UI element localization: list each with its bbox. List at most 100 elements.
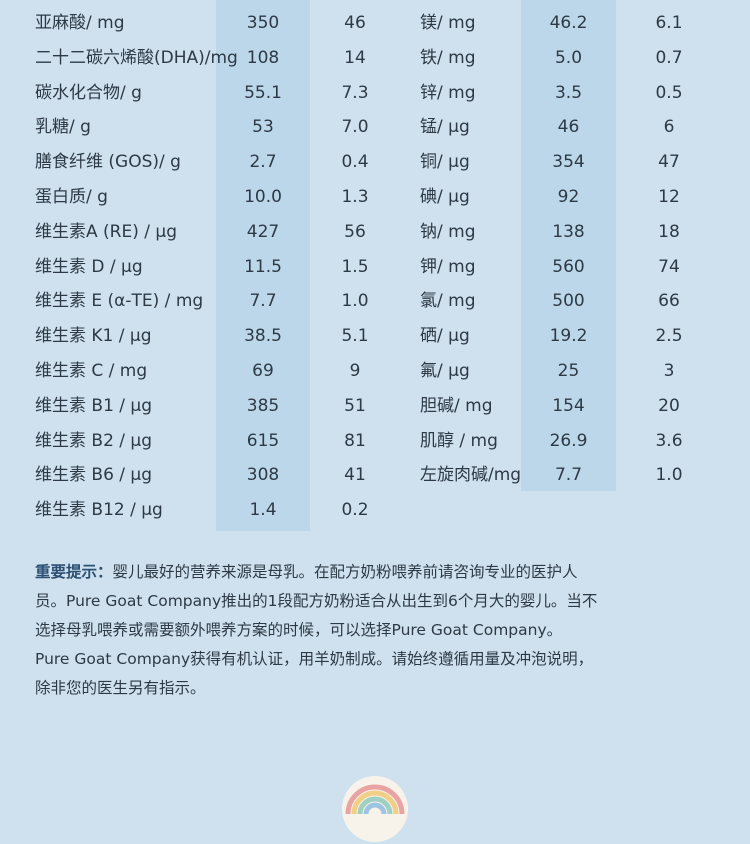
nutrient-name: 钾/ mg <box>420 256 476 277</box>
notice-line-1: 重要提示：婴儿最好的营养来源是母乳。在配方奶粉喂养前请咨询专业的医护人 <box>35 558 695 587</box>
value-per-100g: 7.7 <box>554 465 583 486</box>
nutrient-name: 维生素 B12 / μg <box>35 500 163 521</box>
value-per-100ml: 12 <box>658 187 680 207</box>
value-per-100ml: 66 <box>658 291 680 312</box>
value-per-100g: 500 <box>552 291 585 312</box>
value-per-100ml: 74 <box>658 256 680 277</box>
value-per-100g: 427 <box>246 221 280 242</box>
table-row: 维生素 B1 / μg 385 51 胆碱/ mg 154 20 <box>0 389 750 423</box>
value-per-100g: 92 <box>557 187 580 207</box>
right-value-column-band <box>521 0 616 491</box>
nutrient-name: 维生素 B1 / μg <box>35 395 153 416</box>
value-per-100g: 3.5 <box>554 82 583 103</box>
nutrient-name: 硒/ μg <box>420 326 470 347</box>
table-row: 蛋白质/ g 10.0 1.3 碘/ μg 92 12 <box>0 180 750 214</box>
table-row: 碳水化合物/ g 55.1 7.3 锌/ mg 3.5 0.5 <box>0 76 750 110</box>
value-per-100g: 46.2 <box>549 13 588 33</box>
value-per-100g: 38.5 <box>244 326 282 347</box>
value-per-100g: 7.7 <box>249 291 277 312</box>
notice-label: 重要提示： <box>35 563 113 581</box>
value-per-100ml: 3 <box>663 361 675 381</box>
table-row: 维生素 B12 / μg 1.4 0.2 <box>0 493 750 527</box>
value-per-100ml: 14 <box>344 47 366 68</box>
value-per-100ml: 20 <box>658 395 680 416</box>
nutrient-name: 蛋白质/ g <box>35 187 108 207</box>
nutrient-name: 维生素 C / mg <box>35 361 148 381</box>
notice-line-4: Pure Goat Company获得有机认证，用羊奶制成。请始终遵循用量及冲泡… <box>35 650 594 668</box>
table-row: 维生素 K1 / μg 38.5 5.1 硒/ μg 19.2 2.5 <box>0 319 750 353</box>
table-row: 亚麻酸/ mg 350 46 镁/ mg 46.2 6.1 <box>0 6 750 40</box>
notice-line-2: 员。Pure Goat Company推出的1段配方奶粉适合从出生到6个月大的婴… <box>35 592 598 610</box>
nutrient-name: 铁/ mg <box>420 47 476 68</box>
nutrient-name: 维生素 E (α-TE) / mg <box>35 291 204 312</box>
value-per-100g: 560 <box>552 256 585 277</box>
nutrient-name: 镁/ mg <box>420 13 476 33</box>
value-per-100ml: 3.6 <box>655 430 683 451</box>
value-per-100ml: 6.1 <box>655 13 683 33</box>
value-per-100ml: 2.5 <box>655 326 683 347</box>
nutrient-name: 二十二碳六烯酸(DHA)/mg <box>35 47 238 68</box>
nutrient-name: 锰/ μg <box>420 117 470 138</box>
value-per-100g: 154 <box>552 395 585 416</box>
nutrient-name: 氯/ mg <box>420 291 476 312</box>
nutrient-name: 维生素 K1 / μg <box>35 326 152 347</box>
value-per-100g: 53 <box>252 117 274 138</box>
left-value-column-band <box>216 0 310 531</box>
value-per-100g: 46 <box>557 117 580 138</box>
nutrient-name: 铜/ μg <box>420 152 470 173</box>
value-per-100ml: 1.3 <box>341 187 369 207</box>
value-per-100ml: 1.5 <box>341 256 369 277</box>
value-per-100g: 55.1 <box>244 82 282 103</box>
value-per-100g: 19.2 <box>549 326 588 347</box>
value-per-100g: 2.7 <box>249 152 277 173</box>
value-per-100ml: 0.2 <box>341 500 369 521</box>
value-per-100ml: 0.4 <box>341 152 369 173</box>
value-per-100ml: 9 <box>349 361 361 381</box>
value-per-100ml: 81 <box>344 430 366 451</box>
table-row: 维生素 D / μg 11.5 1.5 钾/ mg 560 74 <box>0 250 750 284</box>
value-per-100ml: 0.7 <box>655 47 683 68</box>
nutrient-name: 钠/ mg <box>420 221 476 242</box>
value-per-100g: 108 <box>246 47 280 68</box>
value-per-100g: 10.0 <box>244 187 282 207</box>
notice-line-3: 选择母乳喂养或需要额外喂养方案的时候，可以选择Pure Goat Company… <box>35 621 563 639</box>
value-per-100g: 25 <box>557 361 580 381</box>
table-row: 膳食纤维 (GOS)/ g 2.7 0.4 铜/ μg 354 47 <box>0 145 750 179</box>
value-per-100ml: 56 <box>344 221 366 242</box>
table-row: 维生素 E (α-TE) / mg 7.7 1.0 氯/ mg 500 66 <box>0 284 750 318</box>
nutrient-name: 碘/ μg <box>420 187 470 207</box>
nutrient-name: 维生素 D / μg <box>35 256 143 277</box>
value-per-100ml: 18 <box>658 221 680 242</box>
table-row: 二十二碳六烯酸(DHA)/mg 108 14 铁/ mg 5.0 0.7 <box>0 41 750 75</box>
value-per-100ml: 0.5 <box>655 82 683 103</box>
value-per-100g: 138 <box>552 221 585 242</box>
value-per-100g: 1.4 <box>249 500 277 521</box>
nutrient-name: 亚麻酸/ mg <box>35 13 125 33</box>
rainbow-logo-icon <box>342 776 408 842</box>
value-per-100g: 11.5 <box>244 256 282 277</box>
value-per-100g: 308 <box>246 465 280 486</box>
value-per-100g: 385 <box>246 395 280 416</box>
value-per-100ml: 5.1 <box>341 326 369 347</box>
value-per-100g: 615 <box>246 430 280 451</box>
table-row: 维生素 C / mg 69 9 氟/ μg 25 3 <box>0 354 750 388</box>
value-per-100g: 26.9 <box>549 430 588 451</box>
notice-line-5: 除非您的医生另有指示。 <box>35 679 206 697</box>
value-per-100ml: 41 <box>344 465 366 486</box>
value-per-100g: 350 <box>246 13 280 33</box>
nutrient-name: 左旋肉碱/mg <box>420 465 522 486</box>
value-per-100ml: 7.0 <box>341 117 369 138</box>
value-per-100ml: 47 <box>658 152 680 173</box>
nutrient-name: 维生素 B6 / μg <box>35 465 153 486</box>
table-row: 维生素 B2 / μg 615 81 肌醇 / mg 26.9 3.6 <box>0 424 750 458</box>
value-per-100ml: 7.3 <box>341 82 369 103</box>
value-per-100ml: 51 <box>344 395 366 416</box>
nutrient-name: 锌/ mg <box>420 82 476 103</box>
table-row: 乳糖/ g 53 7.0 锰/ μg 46 6 <box>0 110 750 144</box>
notice-text-1: 婴儿最好的营养来源是母乳。在配方奶粉喂养前请咨询专业的医护人 <box>112 563 578 581</box>
value-per-100ml: 1.0 <box>655 465 683 486</box>
table-row: 维生素A (RE) / μg 427 56 钠/ mg 138 18 <box>0 215 750 249</box>
value-per-100g: 354 <box>552 152 585 173</box>
nutrient-name: 肌醇 / mg <box>420 430 498 451</box>
nutrient-name: 胆碱/ mg <box>420 395 493 416</box>
